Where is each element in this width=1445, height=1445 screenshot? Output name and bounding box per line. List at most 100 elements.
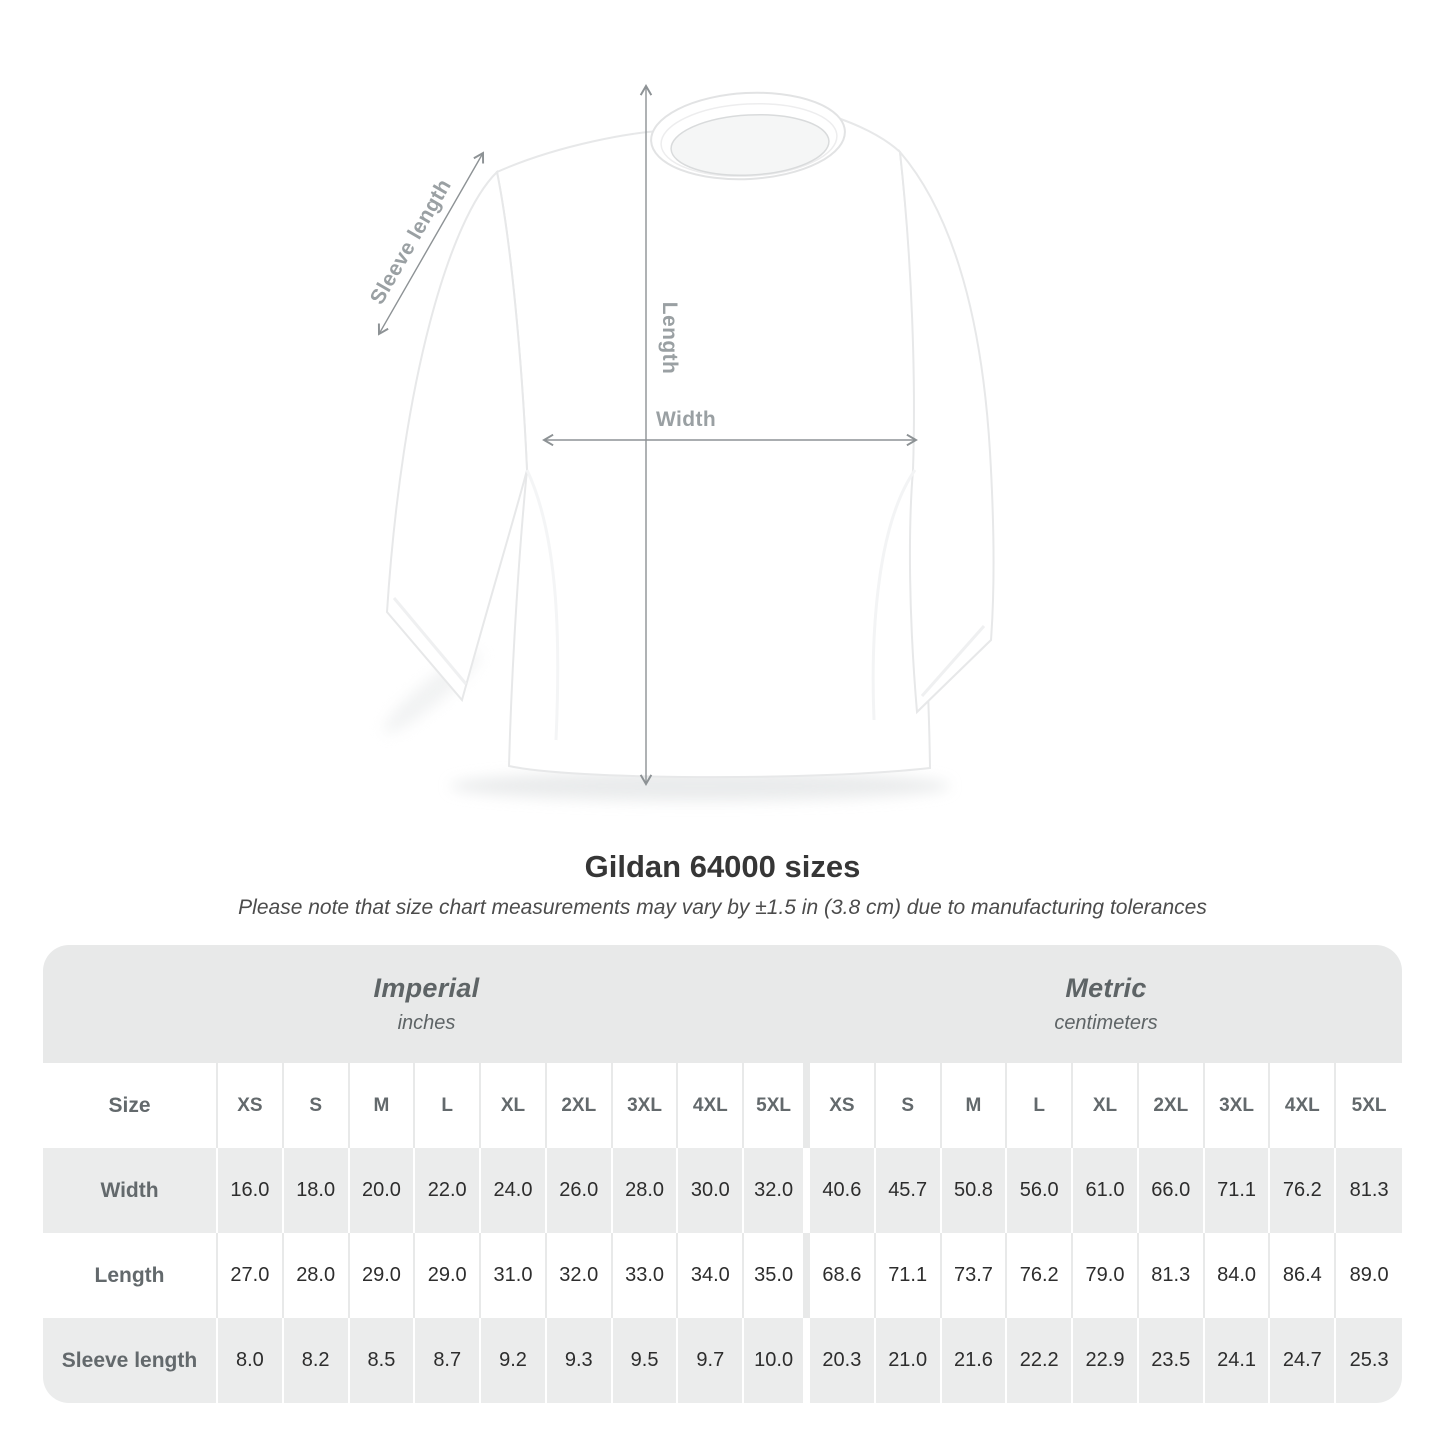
metric-value-cell: 23.5 (1139, 1318, 1205, 1403)
sleeve-measure-arrow (377, 151, 485, 336)
imperial-size-header: 5XL (744, 1063, 810, 1148)
metric-value-cell: 81.3 (1139, 1233, 1205, 1318)
imperial-value-cell: 20.0 (350, 1148, 416, 1233)
metric-value-cell: 68.6 (810, 1233, 876, 1318)
metric-value-cell: 81.3 (1349, 1179, 1389, 1201)
unit-header-band: Imperial inches Metric centimeters (43, 945, 1402, 1063)
imperial-value-cell: 31.0 (481, 1233, 547, 1318)
metric-value-cell: 40.6 (810, 1148, 876, 1233)
crease-right (871, 469, 917, 721)
metric-value-cell: 71.1 (1205, 1148, 1271, 1233)
imperial-value-cell: 29.0 (415, 1233, 482, 1318)
imperial-value-cell: 9.3 (547, 1318, 613, 1403)
width-label: Width (656, 408, 717, 431)
imperial-size-header: XS (218, 1063, 284, 1148)
imperial-value-cell: 30.0 (678, 1148, 745, 1233)
metric-value-cell: 24.1 (1205, 1318, 1271, 1403)
imperial-size-header: 4XL (678, 1063, 745, 1148)
imperial-header-group: Imperial inches (43, 945, 810, 1063)
metric-title: Metric (1065, 973, 1147, 1003)
metric-value-cell: 79.0 (1073, 1233, 1139, 1318)
metric-value-cell: 71.1 (876, 1233, 942, 1318)
imperial-value-cell: 28.0 (613, 1148, 679, 1233)
imperial-value-cell: 16.0 (218, 1148, 284, 1233)
imperial-value-cell: 27.0 (218, 1233, 284, 1318)
imperial-value-cell: 35.0 (744, 1233, 810, 1318)
metric-size-header: 3XL (1205, 1063, 1271, 1148)
imperial-value-cell: 9.7 (678, 1318, 745, 1403)
imperial-value-cell: 22.0 (415, 1148, 482, 1233)
metric-size-header: 5XL (1351, 1094, 1387, 1116)
size-header-row: Size XS S M L XL 2XL 3XL 4XL 5XL XS S M L XL 2XL 3XL 4XL 5… (43, 1063, 1402, 1148)
size-column-header: Size (43, 1063, 218, 1148)
imperial-value-cell: 10.0 (744, 1318, 810, 1403)
imperial-value-cell: 8.0 (218, 1318, 284, 1403)
imperial-title: Imperial (373, 973, 480, 1003)
metric-value-cell: 45.7 (876, 1148, 942, 1233)
length-row: Length 27.0 28.0 29.0 29.0 31.0 32.0 33.0 34.0 35… (43, 1233, 1402, 1318)
imperial-size-header: XL (481, 1063, 547, 1148)
metric-value-cell: 25.3 (1349, 1349, 1389, 1371)
imperial-size-header: 3XL (613, 1063, 679, 1148)
page-title: Gildan 64000 sizes (584, 849, 861, 884)
imperial-value-cell: 18.0 (284, 1148, 350, 1233)
metric-value-cell: 24.7 (1270, 1318, 1337, 1403)
size-table: Imperial inches Metric centimeters Size X… (43, 945, 1402, 1403)
metric-size-header: 4XL (1270, 1063, 1337, 1148)
metric-value-cell: 22.9 (1073, 1318, 1139, 1403)
row-label-cell: Width (43, 1148, 218, 1233)
metric-value-cell: 21.6 (942, 1318, 1008, 1403)
imperial-value-cell: 9.5 (613, 1318, 679, 1403)
collar-stitch (660, 103, 838, 177)
row-label-cell: Sleeve length (43, 1318, 218, 1403)
metric-value-cell: 73.7 (942, 1233, 1008, 1318)
imperial-value-cell: 32.0 (744, 1148, 810, 1233)
imperial-value-cell: 26.0 (547, 1148, 613, 1233)
crease-left (525, 469, 560, 741)
sleeve-length-row: Sleeve length 8.0 8.2 8.5 8.7 9.2 9.3 9.5 9.7 10.… (43, 1318, 1402, 1403)
imperial-value-cell: 33.0 (613, 1233, 679, 1318)
metric-value-cell: 66.0 (1139, 1148, 1205, 1233)
metric-size-header: 2XL (1139, 1063, 1205, 1148)
imperial-unit: inches (397, 1012, 456, 1034)
metric-value-cell: 89.0 (1349, 1264, 1389, 1286)
imperial-value-cell: 29.0 (350, 1233, 416, 1318)
tolerance-note: Please note that size chart measurements… (238, 896, 1207, 919)
imperial-size-header: 2XL (547, 1063, 613, 1148)
imperial-size-header: L (415, 1063, 482, 1148)
metric-size-header: XL (1073, 1063, 1139, 1148)
metric-value-cell: 84.0 (1205, 1233, 1271, 1318)
row-label-cell: Length (43, 1233, 218, 1318)
metric-size-header: S (876, 1063, 942, 1148)
collar-opening (670, 114, 830, 176)
imperial-size-header: S (284, 1063, 350, 1148)
imperial-value-cell: 34.0 (678, 1233, 745, 1318)
metric-value-cell: 22.2 (1007, 1318, 1074, 1403)
metric-size-header: XS (810, 1063, 876, 1148)
imperial-value-cell: 8.2 (284, 1318, 350, 1403)
imperial-size-header: M (350, 1063, 416, 1148)
metric-value-cell: 21.0 (876, 1318, 942, 1403)
metric-value-cell: 86.4 (1270, 1233, 1337, 1318)
metric-value-cell: 76.2 (1270, 1148, 1337, 1233)
metric-value-cell: 56.0 (1007, 1148, 1074, 1233)
metric-value-cell: 76.2 (1007, 1233, 1074, 1318)
metric-size-header: L (1007, 1063, 1074, 1148)
metric-header-group: Metric centimeters (810, 945, 1402, 1063)
metric-value-cell: 20.3 (810, 1318, 876, 1403)
left-cuff-seam (392, 597, 468, 685)
imperial-value-cell: 8.7 (415, 1318, 482, 1403)
length-label: Length (658, 301, 682, 375)
imperial-value-cell: 9.2 (481, 1318, 547, 1403)
imperial-value-cell: 8.5 (350, 1318, 416, 1403)
tshirt-right-sleeve (898, 148, 995, 715)
metric-size-header: M (942, 1063, 1008, 1148)
hem-shadow (450, 771, 950, 801)
metric-unit: centimeters (1054, 1012, 1158, 1034)
imperial-value-cell: 28.0 (284, 1233, 350, 1318)
metric-value-cell: 50.8 (942, 1148, 1008, 1233)
width-row: Width 16.0 18.0 20.0 22.0 24.0 26.0 28.0 30.0 32.… (43, 1148, 1402, 1233)
imperial-value-cell: 24.0 (481, 1148, 547, 1233)
